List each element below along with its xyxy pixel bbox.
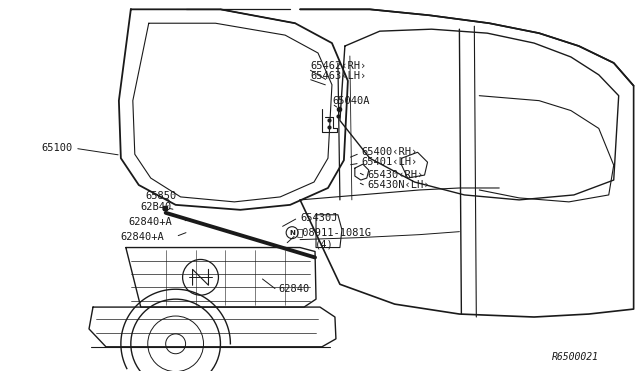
Text: 65430N‹LH›: 65430N‹LH› [368,180,430,190]
Text: Ⓜ08911-1081G: Ⓜ08911-1081G [296,228,371,238]
Text: 65040A: 65040A [332,96,369,106]
Text: 65401‹LH›: 65401‹LH› [362,157,418,167]
Text: 65463‹LH›: 65463‹LH› [310,71,366,81]
Text: 65100: 65100 [42,143,73,153]
Text: 62840: 62840 [278,284,309,294]
Text: 65850: 65850 [146,191,177,201]
Text: 65430J: 65430J [300,213,337,223]
Text: (4): (4) [315,240,334,250]
Text: 62840+A: 62840+A [129,217,173,227]
Text: 65430‹RH›: 65430‹RH› [368,170,424,180]
Text: 62B40: 62B40 [141,202,172,212]
Text: 65462‹RH›: 65462‹RH› [310,61,366,71]
Text: 62840+A: 62840+A [121,232,164,242]
Text: 65400‹RH›: 65400‹RH› [362,147,418,157]
Text: N: N [289,230,295,235]
Text: R6500021: R6500021 [552,352,599,362]
